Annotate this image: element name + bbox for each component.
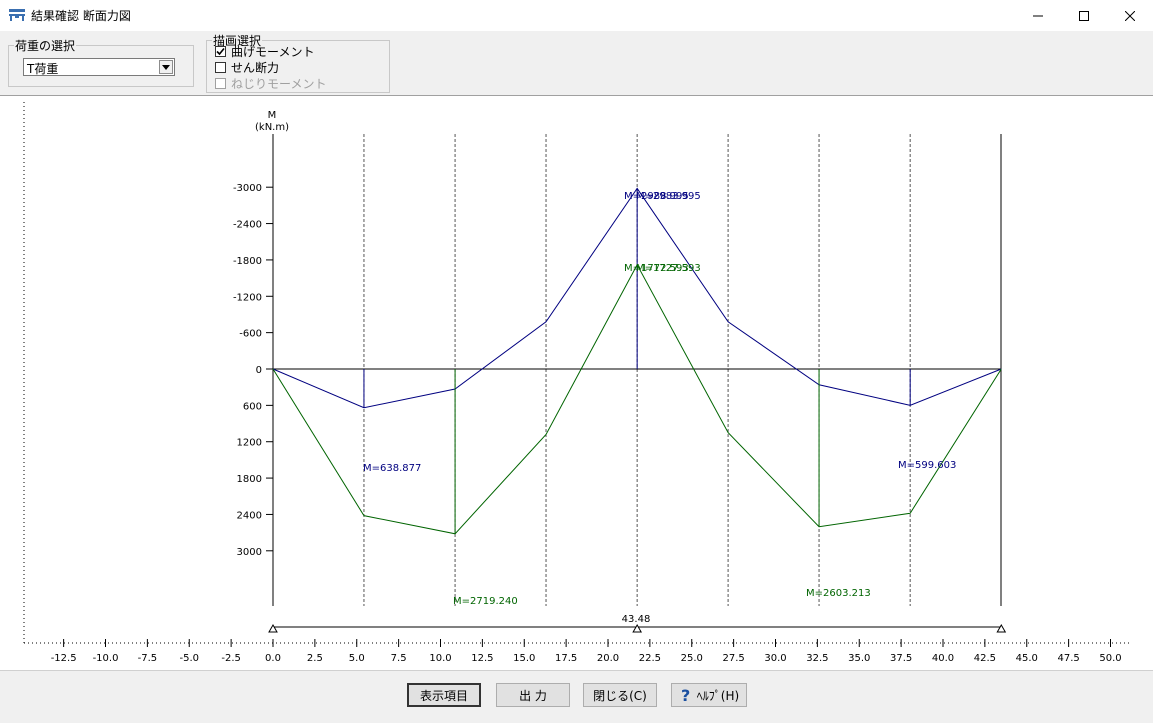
checkbox-bending-moment[interactable]: 曲げモーメント — [215, 43, 315, 60]
minimize-button[interactable] — [1015, 0, 1061, 31]
help-question-icon: ? — [681, 687, 690, 703]
moment-series-line — [272, 263, 1002, 535]
load-select-label: 荷重の選択 — [15, 39, 76, 53]
help-button-label: ﾍﾙﾌﾟ(H) — [696, 688, 740, 703]
maximize-icon — [1079, 10, 1089, 21]
y-tick-label: -1800 — [233, 256, 262, 267]
x-tick-label: 35.0 — [848, 653, 870, 664]
x-tick-label: 2.5 — [307, 653, 323, 664]
x-tick-label: 42.5 — [974, 653, 996, 664]
x-tick-label: 50.0 — [1099, 653, 1121, 664]
close-icon — [1125, 10, 1135, 21]
x-tick-label: -5.0 — [179, 653, 199, 664]
moment-value-label: M=1727.593 — [636, 263, 701, 274]
moment-value-label: M=638.877 — [363, 463, 421, 474]
y-axis-unit: (kN.m) — [255, 122, 289, 133]
window-title: 結果確認 断面力図 — [31, 9, 131, 23]
svg-text:?: ? — [681, 687, 690, 703]
checkbox-box[interactable] — [215, 46, 226, 57]
x-tick-label: -10.0 — [93, 653, 119, 664]
y-tick-label: 2400 — [237, 510, 262, 521]
x-tick-label: 7.5 — [391, 653, 407, 664]
moment-value-label: M=2988.995 — [624, 191, 689, 202]
moment-value-label: M=2603.213 — [806, 588, 871, 599]
y-tick-label: 3000 — [237, 547, 262, 558]
support-triangle-icon — [996, 623, 1007, 633]
checkbox-box[interactable] — [215, 62, 226, 73]
x-tick-label: 27.5 — [722, 653, 744, 664]
support-triangle-icon — [268, 623, 278, 633]
x-tick-label: 15.0 — [513, 653, 535, 664]
y-tick-label: 600 — [243, 401, 262, 412]
x-tick-label: 40.0 — [932, 653, 954, 664]
moment-value-label: M=599.603 — [898, 460, 956, 471]
output-button[interactable]: 出 力 — [496, 683, 570, 707]
maximize-button[interactable] — [1061, 0, 1107, 31]
x-tick-label: 10.0 — [429, 653, 451, 664]
moment-value-label: M=2719.240 — [453, 596, 518, 607]
moment-diagram-chart: -12.5 -10.0 -7.5 -5.0 -2.5 0.0 2.5 5.0 7.5 10.0 12… — [23, 102, 1130, 664]
help-button[interactable]: ? ﾍﾙﾌﾟ(H) — [671, 683, 747, 707]
x-tick-label: -7.5 — [138, 653, 158, 664]
x-tick-label: 12.5 — [471, 653, 493, 664]
display-items-button[interactable]: 表示項目 — [407, 683, 481, 707]
y-tick-label: 0 — [256, 365, 262, 376]
x-tick-label: 17.5 — [555, 653, 577, 664]
y-tick-label: -2400 — [233, 220, 262, 231]
dropdown-arrow-icon[interactable] — [159, 60, 173, 74]
title-bar: 結果確認 断面力図 — [0, 0, 1153, 31]
y-axis-title: M — [268, 110, 277, 121]
checkbox-label: ねじりモーメント — [231, 77, 327, 91]
bottom-bar — [0, 670, 1153, 723]
x-tick-label: -12.5 — [51, 653, 77, 664]
y-tick-label: -600 — [239, 329, 262, 340]
checkmark-icon — [216, 47, 225, 56]
close-window-button[interactable] — [1107, 0, 1153, 31]
load-select-dropdown[interactable]: T荷重 — [23, 58, 175, 76]
checkbox-torsion-moment: ねじりモーメント — [215, 75, 327, 92]
toolbar — [0, 31, 1153, 96]
checkbox-label: 曲げモーメント — [231, 45, 315, 59]
draw-select-label: 描画選択 — [213, 34, 262, 48]
x-tick-label: 20.0 — [597, 653, 619, 664]
checkbox-box — [215, 78, 226, 89]
x-tick-label: 25.0 — [681, 653, 703, 664]
minimize-icon — [1033, 15, 1043, 16]
y-tick-label: -3000 — [233, 183, 262, 194]
moment-value-label: M=1772.593 — [624, 263, 689, 274]
x-tick-label: -2.5 — [221, 653, 241, 664]
y-tick-label: -1200 — [233, 292, 262, 303]
x-tick-label: 5.0 — [349, 653, 365, 664]
y-tick-label: 1800 — [237, 474, 262, 485]
load-selected-value: T荷重 — [27, 62, 59, 76]
x-tick-label: 30.0 — [764, 653, 786, 664]
draw-select-group: 描画選択 — [206, 32, 390, 93]
x-tick-label: 47.5 — [1057, 653, 1079, 664]
x-tick-label: 22.5 — [639, 653, 661, 664]
moment-diagram-area: -12.5 -10.0 -7.5 -5.0 -2.5 0.0 2.5 5.0 7.5 10.0 12… — [0, 96, 1153, 670]
span-length-label: 43.48 — [622, 614, 651, 625]
y-tick-label: 1200 — [237, 438, 262, 449]
x-tick-label: 45.0 — [1016, 653, 1038, 664]
load-select-group: 荷重の選択 — [8, 37, 194, 87]
app-icon — [9, 9, 25, 21]
x-tick-label: 37.5 — [890, 653, 912, 664]
support-triangle-icon — [632, 623, 643, 633]
x-tick-label: 32.5 — [806, 653, 828, 664]
checkbox-label: せん断力 — [231, 61, 280, 75]
close-button[interactable]: 閉じる(C) — [583, 683, 657, 707]
checkbox-shear-force[interactable]: せん断力 — [215, 59, 279, 76]
x-tick-label: 0.0 — [265, 653, 281, 664]
moment-value-label: M=2983.995 — [636, 191, 701, 202]
